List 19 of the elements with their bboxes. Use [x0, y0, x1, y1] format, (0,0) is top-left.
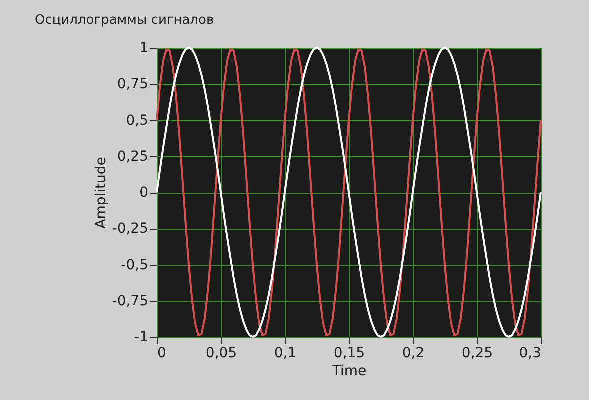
chart-title: Осциллограммы сигналов: [35, 13, 214, 28]
y-axis-title: Amplitude: [93, 157, 110, 229]
y-tick-label: 0,75: [117, 76, 148, 93]
x-axis-title: Time: [331, 364, 367, 380]
y-tick-label: -0,25: [112, 221, 148, 238]
y-tick-label: 0: [140, 185, 148, 201]
y-tick-label: -1: [134, 330, 148, 346]
x-tick-label: 0: [158, 346, 166, 362]
x-tick-label: 0,05: [206, 346, 238, 362]
x-tick-label: 0,25: [462, 346, 494, 362]
x-tick-label: 0,3: [519, 346, 542, 362]
y-tick-label: -0,75: [112, 293, 148, 310]
y-tick-label: -0,5: [121, 257, 148, 274]
x-tick-label: 0,2: [402, 346, 425, 362]
y-tick-label: 1: [140, 40, 148, 56]
x-tick-label: 0,1: [274, 346, 297, 362]
x-tick-label: 0,15: [334, 346, 366, 362]
y-tick-label: 0,5: [126, 112, 148, 129]
y-tick-label: 0,25: [117, 148, 148, 165]
